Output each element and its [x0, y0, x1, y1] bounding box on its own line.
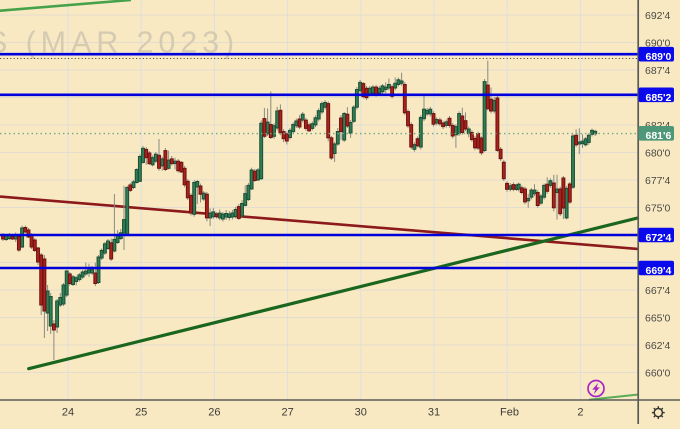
svg-text:692'4: 692'4	[645, 10, 671, 22]
svg-text:26: 26	[208, 407, 220, 419]
svg-text:689'0: 689'0	[646, 51, 672, 63]
svg-text:24: 24	[62, 407, 74, 419]
svg-text:680'0: 680'0	[645, 147, 671, 159]
svg-text:681'6: 681'6	[646, 130, 672, 142]
svg-text:31: 31	[428, 407, 440, 419]
svg-text:667'4: 667'4	[645, 285, 671, 297]
svg-text:672'4: 672'4	[646, 232, 672, 244]
svg-text:30: 30	[355, 407, 367, 419]
svg-text:675'0: 675'0	[645, 202, 671, 214]
svg-text:2: 2	[577, 407, 583, 419]
svg-text:27: 27	[281, 407, 293, 419]
svg-text:25: 25	[135, 407, 147, 419]
svg-text:685'2: 685'2	[646, 92, 672, 104]
svg-text:Feb: Feb	[500, 407, 519, 419]
svg-text:669'4: 669'4	[646, 265, 672, 277]
svg-text:665'0: 665'0	[645, 312, 671, 324]
svg-text:687'4: 687'4	[645, 65, 671, 77]
svg-text:660'0: 660'0	[645, 367, 671, 379]
svg-text:677'4: 677'4	[645, 175, 671, 187]
svg-text:662'4: 662'4	[645, 340, 671, 352]
svg-text:690'0: 690'0	[645, 37, 671, 49]
